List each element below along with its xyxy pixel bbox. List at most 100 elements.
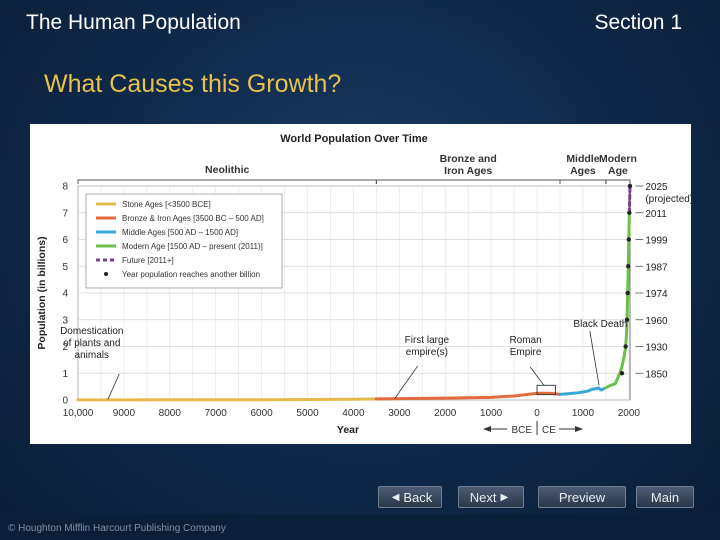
section-label: Section 1 [594, 11, 682, 34]
chart-title: World Population Over Time [280, 133, 428, 145]
legend-label: Year population reaches another billion [122, 270, 260, 279]
annotation-leader [394, 365, 419, 399]
y-tick-label: 1 [62, 369, 68, 380]
billion-marker [623, 344, 628, 349]
legend-swatch [104, 272, 108, 276]
billion-year-label: 1850 [645, 369, 668, 380]
y-tick-label: 7 [62, 208, 68, 219]
x-tick-label: 9000 [113, 408, 136, 419]
x-tick-label: 8000 [159, 408, 182, 419]
billion-year-label: 1960 [645, 316, 668, 327]
x-tick-label: 10,000 [63, 408, 94, 419]
billion-marker [626, 264, 631, 269]
x-tick-label: 4000 [342, 408, 365, 419]
billion-marker [624, 317, 630, 322]
era-label: Modern [599, 153, 637, 165]
legend-label: Future [2011+] [122, 256, 174, 265]
era-label: Neolithic [205, 164, 249, 176]
annotation-text: Empire [510, 347, 542, 358]
era-bracket [375, 179, 561, 184]
legend-label: Stone Ages [<3500 BCE] [122, 200, 211, 209]
x-tick-label: 5000 [296, 408, 319, 419]
era-label: Bronze and [440, 153, 497, 165]
billion-marker [627, 183, 633, 189]
footer-bar [0, 514, 720, 540]
annotation-text: animals [75, 350, 109, 361]
series-line [76, 397, 378, 402]
legend-label: Bronze & Iron Ages [3500 BC – 500 AD] [122, 214, 264, 223]
bce-label: BCE [511, 425, 532, 436]
legend-box [85, 193, 283, 289]
y-tick-label: 4 [62, 289, 68, 300]
billion-year-label: 2011 [645, 209, 667, 220]
preview-label: Preview [558, 489, 606, 505]
billion-year-label: (projected) [645, 194, 691, 205]
annotation-leader [107, 373, 120, 400]
annotation-leader [589, 330, 600, 386]
legend-label: Middle Ages [500 AD – 1500 AD] [122, 228, 238, 237]
annotation-text: Black Death [573, 319, 627, 330]
next-button[interactable]: Next ▶ [458, 486, 524, 508]
y-tick-label: 0 [62, 396, 68, 407]
main-button[interactable]: Main [636, 486, 694, 508]
billion-year-label: 1999 [645, 236, 668, 247]
next-arrow-icon: ▶ [500, 491, 509, 503]
era-bracket [605, 179, 631, 184]
annotation-text: Roman [509, 335, 541, 346]
series-line [374, 391, 562, 401]
back-button[interactable]: ◀ Back [378, 486, 442, 508]
x-tick-label: 1000 [572, 408, 595, 419]
bce-arrow-icon [483, 426, 492, 432]
x-tick-label: 3000 [388, 408, 411, 419]
y-tick-label: 6 [62, 235, 68, 246]
ce-label: CE [542, 425, 556, 436]
x-axis-label: Year [337, 424, 359, 436]
back-arrow-icon: ◀ [391, 491, 400, 503]
era-bracket [77, 179, 377, 184]
era-bracket [559, 179, 607, 184]
annotation-text: Domestication [60, 326, 123, 337]
series-line [558, 386, 608, 396]
x-tick-label: 7000 [205, 408, 228, 419]
next-label: Next [469, 489, 497, 505]
y-tick-label: 5 [62, 262, 68, 273]
page-title: The Human Population [26, 11, 241, 34]
roman-empire-box [536, 384, 556, 396]
copyright: © Houghton Mifflin Harcourt Publishing C… [8, 523, 226, 534]
billion-year-label: 2025 [645, 182, 668, 193]
annotation-text: First large [405, 335, 450, 346]
preview-button[interactable]: Preview [538, 486, 626, 508]
population-chart: World Population Over Time Neolithic Bronz… [36, 133, 693, 436]
era-label: Iron Ages [444, 165, 492, 177]
era-label: Middle [566, 153, 599, 165]
annotation-text: of plants and [63, 338, 120, 349]
y-tick-label: 3 [62, 315, 68, 326]
main-label: Main [650, 489, 680, 505]
x-tick-label: 0 [534, 408, 540, 419]
billion-marker [627, 210, 632, 215]
annotation-text: empire(s) [406, 347, 448, 358]
y-tick-label: 8 [62, 182, 68, 193]
back-label: Back [403, 489, 433, 505]
series-line [627, 184, 632, 215]
ce-arrow-icon [575, 426, 584, 432]
legend-label: Modern Age [1500 AD – present (2011)] [122, 242, 263, 251]
billion-marker [626, 237, 632, 242]
y-axis-label: Population (in billions) [36, 236, 48, 349]
chart-panel: World Population Over Time Neolithic Bronz… [30, 124, 693, 444]
series-line [604, 211, 631, 390]
x-tick-label: 2000 [434, 408, 457, 419]
billion-year-label: 1974 [645, 289, 668, 300]
billion-marker [625, 290, 630, 296]
x-tick-label: 6000 [250, 408, 273, 419]
era-label: Ages [570, 165, 596, 177]
y-tick-label: 2 [62, 342, 68, 353]
x-tick-label: 1000 [480, 408, 503, 419]
annotation-leader [529, 366, 545, 386]
billion-year-label: 1987 [645, 262, 668, 273]
billion-year-label: 1930 [645, 343, 668, 354]
x-tick-label: 2000 [618, 408, 641, 419]
billion-marker [619, 371, 625, 376]
slide-subtitle: What Causes this Growth? [44, 70, 342, 98]
era-label: Age [608, 165, 628, 177]
